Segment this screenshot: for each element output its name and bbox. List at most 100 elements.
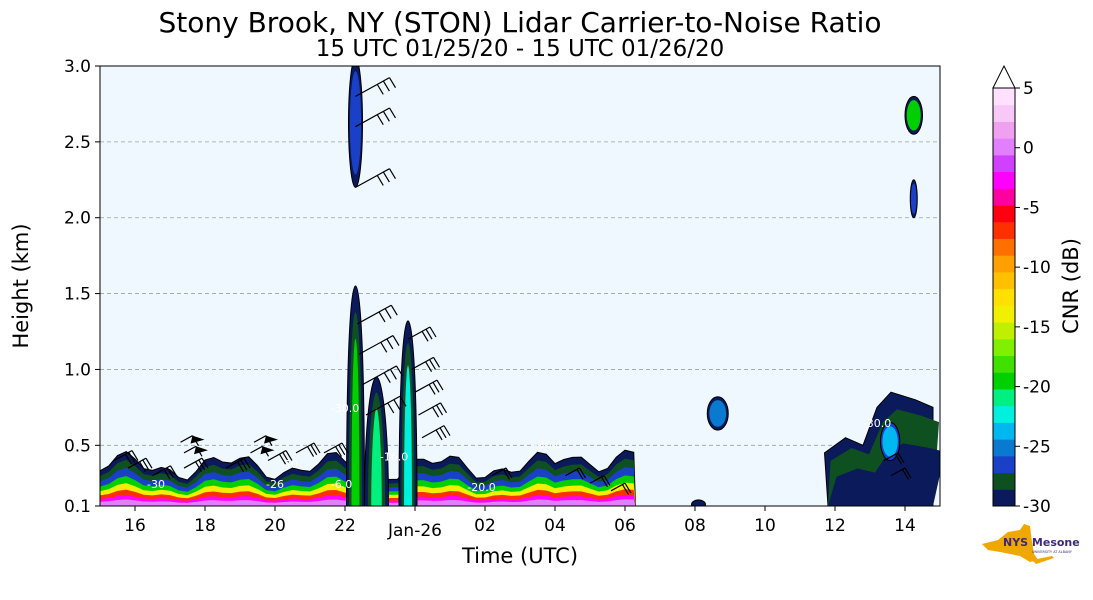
- wind-barb-feather: [313, 442, 321, 454]
- colorbar-tick-label: 0: [1023, 139, 1034, 159]
- wind-barb-feather: [439, 427, 447, 439]
- wind-barb-feather: [578, 467, 587, 479]
- wind-barb-feather: [279, 453, 287, 465]
- colorbar-extend-max: [992, 64, 1016, 89]
- colorbar-swatch: [993, 338, 1015, 357]
- wind-barb-feather: [335, 446, 343, 457]
- colorbar-swatch: [993, 271, 1015, 290]
- wind-barb-feather: [399, 395, 407, 407]
- cnr-plume: [404, 365, 412, 506]
- x-tick-label: 02: [474, 516, 496, 536]
- wind-barb-flag: [264, 435, 278, 444]
- cnr-patch: [910, 183, 917, 214]
- wind-barb-feather: [389, 368, 397, 380]
- nys-mesonet-logo: NYS Mesonet UNIVERSITY AT ALBANY: [982, 524, 1080, 564]
- x-tick-label: 10: [754, 516, 776, 536]
- colorbar-tick-label: -15: [1023, 318, 1051, 338]
- contour-labels: -30 -26 -30.0 -16.0 -20.0 -6.0 -30.0 -30 -30.0: [147, 402, 891, 494]
- wind-barb-feather: [393, 399, 401, 410]
- colorbar-swatch: [993, 388, 1015, 407]
- wind-barb-feather: [310, 444, 318, 456]
- wind-barb-feather: [376, 175, 384, 186]
- logo-text: NYS Mesonet: [1003, 536, 1080, 549]
- wind-barb-feather: [201, 457, 209, 469]
- colorbar-swatch: [993, 288, 1015, 306]
- wind-barb-feather: [429, 326, 437, 338]
- wind-barb-feather: [386, 338, 394, 350]
- y-tick-label: 2.5: [64, 133, 91, 153]
- wind-barb-feather: [240, 459, 248, 471]
- wind-barb-feather: [439, 402, 448, 414]
- wind-barb-feather: [382, 171, 390, 183]
- wind-barb-feather: [436, 379, 444, 391]
- contour-label: -30: [280, 458, 298, 471]
- wind-barb-feather: [195, 461, 203, 473]
- wind-barb-feather: [435, 429, 443, 441]
- y-tick-label: 0.1: [64, 497, 91, 517]
- colorbar-swatch: [993, 305, 1015, 323]
- wind-barb-feather: [624, 482, 632, 494]
- x-tick-label: 06: [614, 516, 636, 536]
- wind-barb-feather: [380, 341, 388, 353]
- x-tick-label: 08: [684, 516, 706, 536]
- wind-barb-feather: [425, 361, 433, 373]
- wind-barb-feather: [388, 77, 397, 88]
- colorbar-swatch: [993, 422, 1015, 440]
- cnr-patch: [349, 71, 362, 175]
- wind-barb-feather: [502, 469, 510, 480]
- cnr-plume: [371, 407, 382, 506]
- wind-barb-feather: [432, 406, 440, 418]
- wind-barb-feather: [378, 311, 386, 323]
- wind-barb-feather: [142, 459, 150, 471]
- wind-barb-feather: [390, 304, 398, 316]
- colorbar-swatch: [993, 472, 1015, 490]
- cnr-patch: [882, 426, 898, 457]
- colorbar-swatch: [993, 205, 1015, 223]
- colorbar-swatch: [993, 455, 1015, 474]
- y-tick-label: 2.0: [64, 209, 91, 229]
- wind-barb-feather: [421, 331, 429, 342]
- x-tick-label: Jan-26: [387, 521, 442, 541]
- grid-lines: [100, 141, 940, 446]
- contour-label: -30.0: [863, 417, 891, 430]
- wind-barb-feather: [429, 359, 437, 370]
- colorbar-swatch: [993, 171, 1015, 189]
- x-axis: 16 18 20 22 Jan-26 02 04 06 08 10 12 14: [124, 506, 916, 541]
- wind-barb-feather: [282, 452, 290, 463]
- colorbar-swatch: [993, 88, 1015, 106]
- wind-barb-feather: [383, 372, 391, 383]
- wind-barb-feather: [384, 308, 392, 319]
- cnr-patch: [709, 400, 727, 427]
- cnr-patch-east: [828, 443, 940, 506]
- wind-barb-feather: [163, 469, 171, 480]
- wind-barb-feather: [395, 365, 404, 377]
- wind-barb-feather: [443, 425, 451, 436]
- x-tick-label: 04: [544, 516, 566, 536]
- wind-barb-feather: [376, 84, 384, 95]
- x-tick-label: 20: [264, 516, 286, 536]
- wind-barb-feather: [436, 404, 444, 416]
- wind-barb-feather: [576, 469, 584, 480]
- wind-barb-feather: [621, 484, 629, 495]
- colorbar-swatch: [993, 121, 1015, 139]
- wind-barb-feather: [897, 452, 905, 464]
- wind-barb-feather: [505, 467, 513, 479]
- colorbar-swatch: [993, 104, 1015, 122]
- cnr-plume: [351, 338, 360, 506]
- wind-barb-feather: [307, 446, 315, 457]
- wind-barb-feather: [128, 452, 136, 463]
- wind-barb-feather: [169, 465, 178, 477]
- wind-barb-feather: [125, 453, 133, 465]
- plot-frame: [99, 65, 941, 507]
- x-tick-label: 12: [824, 516, 846, 536]
- wind-barb-feather: [904, 467, 912, 479]
- y-tick-label: 0.5: [64, 436, 91, 456]
- wind-barb-feather: [600, 476, 608, 488]
- chart-subtitle: 15 UTC 01/25/20 - 15 UTC 01/26/20: [315, 36, 725, 62]
- colorbar-tick-label: -30: [1023, 497, 1051, 517]
- contour-label: -30.0: [534, 438, 562, 451]
- colorbar-swatch: [993, 355, 1015, 373]
- contour-label: -20.0: [467, 481, 495, 494]
- wind-barb-feather: [376, 114, 384, 126]
